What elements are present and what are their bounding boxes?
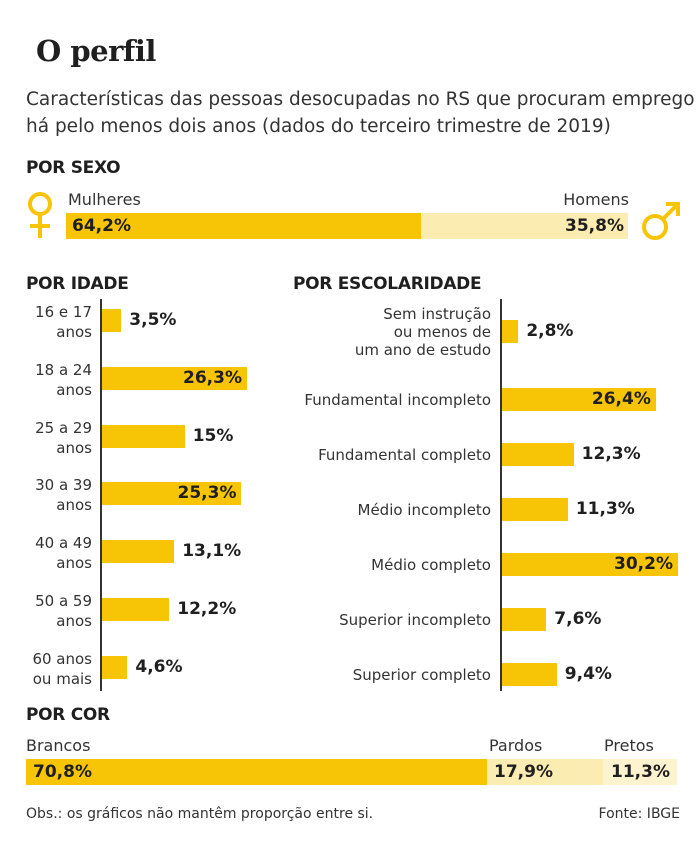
- cor-bar-pretos: [603, 759, 677, 785]
- section-title-cor: POR COR: [26, 705, 110, 725]
- cor-value-brancos: 70,8%: [33, 762, 92, 782]
- cor-label-pardos: Pardos: [489, 736, 543, 755]
- escolaridade-category-line: Médio incompleto: [357, 500, 492, 519]
- idade-category-line: anos: [56, 323, 92, 341]
- idade-value-label: 25,3%: [177, 483, 237, 504]
- idade-value-label: 15%: [192, 425, 234, 446]
- idade-category-line: 16 e 17: [35, 303, 92, 321]
- idade-bar: [102, 309, 122, 332]
- idade-category-line: 50 a 59: [35, 592, 92, 610]
- escolaridade-bar: [502, 388, 656, 411]
- idade-category-line: 25 a 29: [35, 418, 92, 437]
- escolaridade-category-label: Sem instrução ou menos de um ano de estudo: [355, 305, 491, 359]
- escolaridade-bar: [502, 608, 547, 631]
- escolaridade-value-label: 9,4%: [564, 664, 612, 684]
- idade-category-label: 30 a 39 anos: [35, 475, 92, 515]
- idade-bar: [102, 655, 128, 679]
- idade-category-label: 25 a 29 anos: [35, 418, 92, 458]
- idade-bar: [102, 424, 185, 448]
- escolaridade-value-label: 7,6%: [554, 609, 602, 629]
- escolaridade-category-label: Superior completo: [353, 666, 491, 684]
- idade-category-line: 30 a 39: [35, 476, 92, 495]
- escolaridade-category-label: Fundamental completo: [318, 446, 491, 464]
- cor-chart: 70,8% 17,9% 11,3%: [26, 759, 677, 785]
- idade-value-label: 3,5%: [129, 310, 177, 330]
- section-title-escolaridade: POR ESCOLARIDADE: [293, 274, 482, 294]
- escolaridade-category-label: Fundamental incompleto: [304, 391, 491, 409]
- idade-category-line: anos: [56, 554, 92, 573]
- cor-value-pardos: 17,9%: [494, 762, 553, 782]
- escolaridade-category-line: um ano de estudo: [354, 340, 491, 359]
- idade-value-label: 4,6%: [135, 656, 183, 677]
- footnote: Obs.: os gráficos não mantêm proporção e…: [26, 806, 374, 822]
- idade-category-label: 40 a 49 anos: [35, 533, 92, 573]
- escolaridade-bar: [502, 663, 557, 686]
- escolaridade-category-line: ou menos de: [393, 322, 491, 341]
- section-title-sexo: POR SEXO: [26, 158, 121, 178]
- idade-category-line: anos: [56, 496, 92, 515]
- escolaridade-category-line: Sem instrução: [383, 304, 491, 323]
- cor-label-brancos: Brancos: [26, 736, 91, 755]
- idade-category-line: 60 anos: [32, 649, 92, 668]
- idade-category-label: 16 e 17 anos: [35, 302, 92, 342]
- sexo-label-mulheres: Mulheres: [68, 190, 141, 209]
- escolaridade-category-line: Superior completo: [352, 665, 491, 684]
- sexo-chart: 64,2% 35,8%: [66, 213, 628, 239]
- sexo-value-mulheres: 64,2%: [72, 216, 131, 236]
- sexo-value-homens: 35,8%: [565, 216, 624, 236]
- idade-bar: [102, 540, 175, 564]
- idade-axis: [100, 299, 102, 691]
- escolaridade-bar: [502, 498, 568, 521]
- idade-category-line: anos: [56, 612, 92, 630]
- idade-value-label: 12,2%: [177, 599, 237, 619]
- escolaridade-value-label: 2,8%: [526, 321, 574, 341]
- page-title: O perfil: [36, 34, 156, 68]
- source: Fonte: IBGE: [598, 806, 680, 822]
- idade-value-label: 26,3%: [183, 367, 242, 388]
- escolaridade-value-label: 11,3%: [575, 499, 635, 519]
- idade-category-line: 18 a 24: [35, 360, 92, 379]
- female-symbol-icon: [28, 192, 52, 238]
- escolaridade-value-label: 26,4%: [591, 389, 651, 409]
- escolaridade-category-label: Médio completo: [371, 556, 491, 574]
- idade-category-line: anos: [56, 438, 92, 457]
- cor-value-pretos: 11,3%: [611, 762, 670, 782]
- idade-category-label: 50 a 59 anos: [35, 591, 92, 631]
- idade-bar: [102, 482, 242, 506]
- escolaridade-value-label: 12,3%: [581, 444, 641, 464]
- idade-category-label: 18 a 24 anos: [35, 360, 92, 400]
- escolaridade-value-label: 30,2%: [614, 554, 673, 574]
- escolaridade-category-label: Superior incompleto: [339, 611, 491, 629]
- cor-bar-brancos: [26, 759, 487, 785]
- escolaridade-category-line: Médio completo: [371, 555, 491, 574]
- cor-label-pretos: Pretos: [604, 736, 654, 755]
- escolaridade-bar: [502, 320, 519, 343]
- escolaridade-bar: [502, 553, 678, 576]
- idade-value-label: 13,1%: [182, 541, 242, 562]
- cor-bar-pardos: [486, 759, 604, 785]
- escolaridade-category-line: Superior incompleto: [339, 610, 491, 629]
- idade-bar: [102, 366, 247, 390]
- escolaridade-bar: [502, 443, 574, 466]
- sexo-label-homens: Homens: [563, 190, 629, 209]
- idade-category-line: ou mais: [32, 669, 92, 688]
- subtitle: Características das pessoas desocupadas …: [26, 89, 695, 137]
- escolaridade-category-line: Fundamental incompleto: [304, 390, 491, 409]
- male-symbol-icon: [642, 202, 680, 240]
- sexo-bar-mulheres: [66, 213, 422, 239]
- escolaridade-axis: [500, 299, 502, 691]
- idade-category-line: 40 a 49: [35, 534, 92, 553]
- sexo-bar-homens: [421, 213, 628, 239]
- section-title-idade: POR IDADE: [26, 274, 129, 294]
- idade-category-label: 60 anos ou mais: [32, 649, 92, 689]
- idade-bar: [102, 598, 170, 621]
- escolaridade-category-label: Médio incompleto: [358, 501, 492, 519]
- idade-category-line: anos: [56, 380, 92, 399]
- escolaridade-category-line: Fundamental completo: [318, 445, 491, 464]
